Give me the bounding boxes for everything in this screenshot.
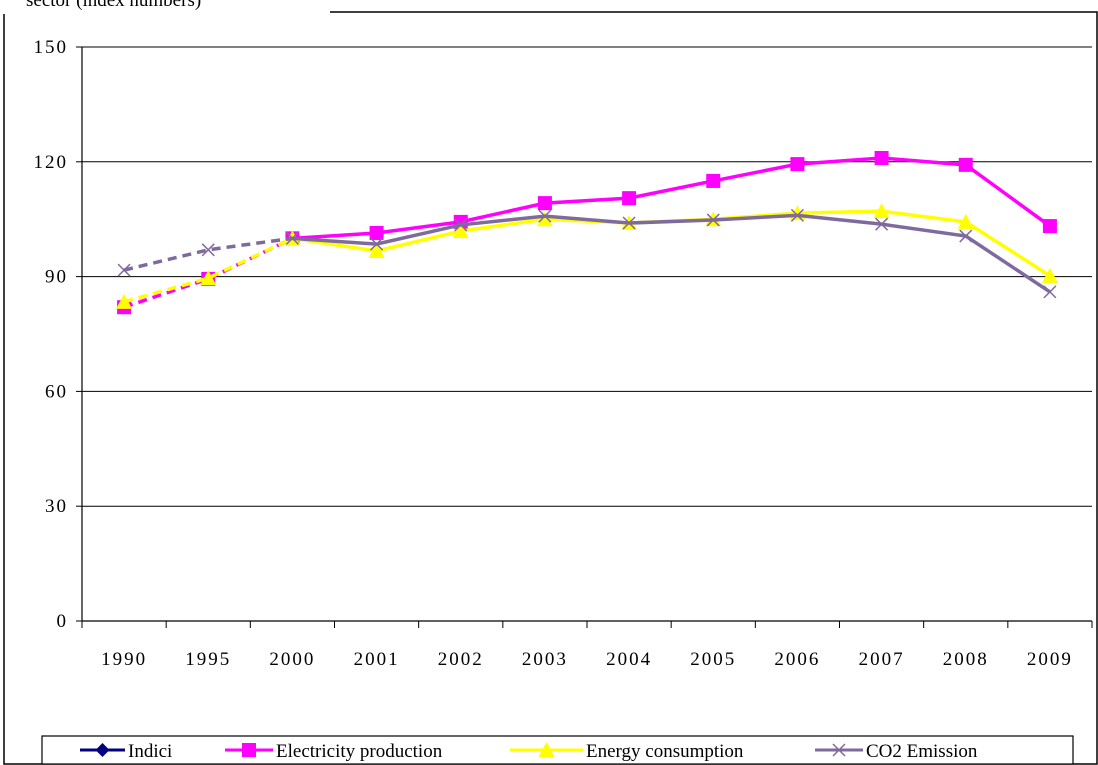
x-tick-label: 1990 bbox=[101, 649, 147, 670]
marker bbox=[622, 216, 636, 230]
x-tick-label: 2000 bbox=[269, 649, 315, 670]
marker bbox=[1043, 285, 1057, 299]
marker bbox=[95, 743, 110, 757]
series-line bbox=[292, 213, 1051, 294]
marker bbox=[370, 237, 384, 251]
x-tick-label: 2004 bbox=[606, 649, 652, 670]
marker bbox=[285, 231, 299, 245]
marker bbox=[958, 157, 973, 172]
y-tick-label: 0 bbox=[57, 611, 69, 632]
marker bbox=[790, 208, 804, 222]
marker bbox=[369, 225, 384, 240]
legend-label: Electricity production bbox=[276, 741, 443, 762]
marker bbox=[790, 157, 805, 172]
marker bbox=[875, 217, 889, 231]
marker bbox=[454, 218, 468, 232]
marker bbox=[874, 150, 889, 165]
marker bbox=[200, 270, 217, 286]
legend-label: Indici bbox=[128, 741, 172, 762]
marker bbox=[1041, 267, 1058, 283]
marker bbox=[832, 743, 846, 757]
x-tick-label: 2008 bbox=[943, 649, 989, 670]
legend-label: CO2 Emission bbox=[866, 741, 978, 762]
marker bbox=[538, 209, 552, 223]
x-tick-label: 2007 bbox=[859, 649, 905, 670]
x-tick-label: 2005 bbox=[690, 649, 736, 670]
marker bbox=[706, 173, 721, 188]
marker bbox=[452, 223, 469, 239]
marker bbox=[537, 196, 552, 211]
marker bbox=[706, 213, 720, 227]
series-line bbox=[123, 236, 293, 272]
marker bbox=[959, 229, 973, 243]
marker bbox=[538, 742, 555, 757]
legend-label: Energy consumption bbox=[586, 741, 744, 762]
marker bbox=[536, 211, 553, 227]
x-tick-label: 2001 bbox=[354, 649, 400, 670]
marker bbox=[201, 243, 215, 257]
y-tick-label: 90 bbox=[45, 267, 68, 288]
x-tick-label: 2006 bbox=[774, 649, 820, 670]
title-background bbox=[0, 0, 330, 14]
x-tick-label: 2003 bbox=[522, 649, 568, 670]
y-tick-label: 150 bbox=[34, 37, 69, 58]
marker bbox=[622, 191, 637, 206]
series-line bbox=[292, 156, 1051, 241]
series-line bbox=[123, 236, 294, 304]
marker bbox=[242, 743, 256, 757]
chart-title: sector (index numbers) bbox=[26, 0, 201, 11]
x-tick-label: 1995 bbox=[185, 649, 231, 670]
y-tick-label: 30 bbox=[45, 496, 68, 517]
marker bbox=[116, 293, 133, 309]
marker bbox=[1042, 219, 1057, 234]
y-tick-label: 120 bbox=[34, 152, 69, 173]
marker bbox=[117, 263, 131, 277]
marker bbox=[368, 242, 385, 258]
marker bbox=[957, 213, 974, 229]
series-line bbox=[123, 236, 294, 309]
marker bbox=[873, 203, 890, 219]
x-tick-label: 2002 bbox=[438, 649, 484, 670]
y-tick-label: 60 bbox=[45, 381, 68, 402]
x-tick-label: 2009 bbox=[1027, 649, 1073, 670]
